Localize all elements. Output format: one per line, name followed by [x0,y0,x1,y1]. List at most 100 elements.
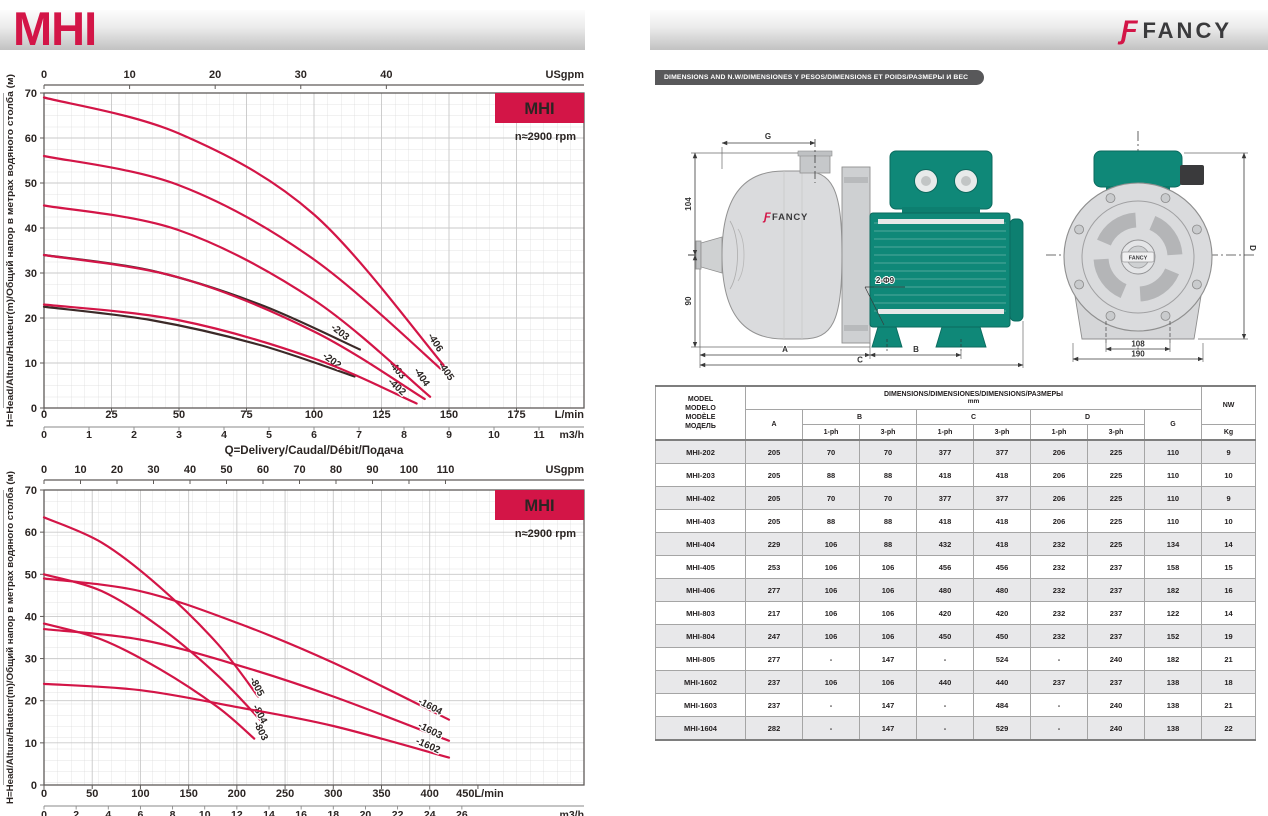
svg-text:MHI: MHI [524,497,554,515]
value-cell: 232 [1030,555,1088,579]
col-header-g: G [1143,409,1203,441]
svg-text:20: 20 [111,464,123,476]
major-gridlines [44,490,584,785]
svg-text:200: 200 [228,788,246,800]
value-cell: 205 [745,486,803,510]
value-cell: 9 [1201,439,1257,464]
table-row: MHI-405 253 106 106 456 456 232 237 158 15 [655,555,1257,579]
model-cell: MHI-404 [655,532,746,556]
table-row: MHI-805 277-147-524-240 182 21 [655,647,1257,671]
pump-curves: -803-804-805-1602-1603-1604 [42,516,451,759]
table-row: MHI-1603 237-147-484-240 138 21 [655,693,1257,717]
callout-leader [864,286,885,326]
value-cell: 106 [859,670,917,694]
dim-d-label: D [1248,245,1257,251]
svg-text:30: 30 [25,654,37,666]
value-cell: 229 [745,532,803,556]
pump-curves-chart-small-models: 010203040506070H=Head/Altura/Hauteur(m)/… [3,69,585,457]
curve-804 [42,573,264,723]
value-cell: 377 [973,486,1031,510]
value-cell: 377 [973,439,1031,464]
value-cell: 225 [1087,486,1145,510]
svg-text:20: 20 [25,696,37,708]
svg-text:70: 70 [293,464,305,476]
value-cell: 232 [1030,624,1088,648]
flange-bolt [844,177,868,183]
svg-text:m3/h: m3/h [559,429,584,441]
svg-text:40: 40 [380,69,392,81]
curve-404 [42,204,432,398]
value-cell: 106 [802,578,860,602]
svg-text:450L/min: 450L/min [456,788,504,800]
value-cell: 205 [745,463,803,487]
table-row: MHI-402 205 70 70 377 377 206 225 110 9 [655,486,1257,510]
x-axis-usgpm: 0 10 20 30 40 USgpm [41,69,584,89]
value-cell: 529 [973,716,1031,741]
x-axis-lmin: 0 25 50 75 100 125 150 175 L/min [41,408,584,421]
svg-text:50: 50 [86,788,98,800]
value-cell: 450 [916,624,974,648]
value-cell: 237 [1087,624,1145,648]
model-cell: MHI-406 [655,578,746,602]
value-cell: 15 [1201,555,1257,579]
y-axis-label: H=Head/Altura/Hauteur(m)/Общий напор в м… [5,471,15,804]
value-cell: 70 [802,486,860,510]
svg-text:125: 125 [372,409,390,421]
brand-logo: Ƒ FANCY [1121,17,1232,44]
curve-402 [42,303,418,405]
curve-1603 [42,627,451,742]
dimensions-table: MODEL MODELO MODÈLE МОДЕЛЬ DIMENSIONS/DI… [655,385,1257,741]
value-cell: 122 [1143,601,1203,625]
value-cell: 225 [1087,439,1145,464]
rpm-note: n≈2900 rpm [515,131,576,143]
svg-text:40: 40 [184,464,196,476]
value-cell: 110 [1143,439,1203,464]
svg-text:USgpm: USgpm [546,69,585,81]
svg-text:0: 0 [41,409,47,421]
svg-text:8: 8 [401,429,407,441]
svg-text:20: 20 [360,809,372,816]
value-cell: 484 [973,693,1031,717]
value-cell: 88 [859,463,917,487]
value-cell: 19 [1201,624,1257,648]
inlet-port [700,236,723,274]
side-view-brand-icon: Ƒ [762,211,771,223]
brand-flame-icon: Ƒ [1120,15,1138,45]
col-header-model: MODEL MODELO MODÈLE МОДЕЛЬ [655,385,746,441]
curve-406 [42,96,445,367]
svg-text:300: 300 [324,788,342,800]
value-cell: 205 [745,509,803,533]
value-cell: 106 [859,555,917,579]
value-cell: 106 [802,532,860,556]
value-cell: - [802,647,860,671]
rpm-note: n≈2900 rpm [515,528,576,540]
col-header-nw: NW [1201,385,1257,425]
svg-text:350: 350 [372,788,390,800]
svg-text:5: 5 [266,429,272,441]
svg-text:0: 0 [31,780,37,792]
value-cell: 480 [973,578,1031,602]
flange-bolt [844,325,868,331]
svg-text:75: 75 [240,409,252,421]
svg-text:4: 4 [105,809,111,816]
tie-rod [878,219,1004,224]
y-axis: 0 10 20 30 40 50 60 70 H=Head/Altura/Hauteur(m)/… [3,74,44,427]
lantern-flange [841,166,871,344]
value-cell: 70 [802,439,860,464]
model-cell: MHI-803 [655,601,746,625]
svg-text:150: 150 [440,409,458,421]
chart-model-badge: MHI n≈2900 rpm [495,93,584,143]
value-cell: 16 [1201,578,1257,602]
svg-text:30: 30 [147,464,159,476]
svg-text:16: 16 [295,809,307,816]
value-cell: 106 [859,624,917,648]
value-cell: 225 [1087,509,1145,533]
pump-front-view-drawing: FANCY D 108 190 [1046,131,1258,362]
table-row: MHI-1604 282-147-529-240 138 22 [655,716,1257,741]
value-cell: 418 [973,463,1031,487]
svg-text:2: 2 [73,809,79,816]
svg-text:400: 400 [421,788,439,800]
title-band [0,10,585,50]
value-cell: 240 [1087,693,1145,717]
model-cell: MHI-405 [655,555,746,579]
